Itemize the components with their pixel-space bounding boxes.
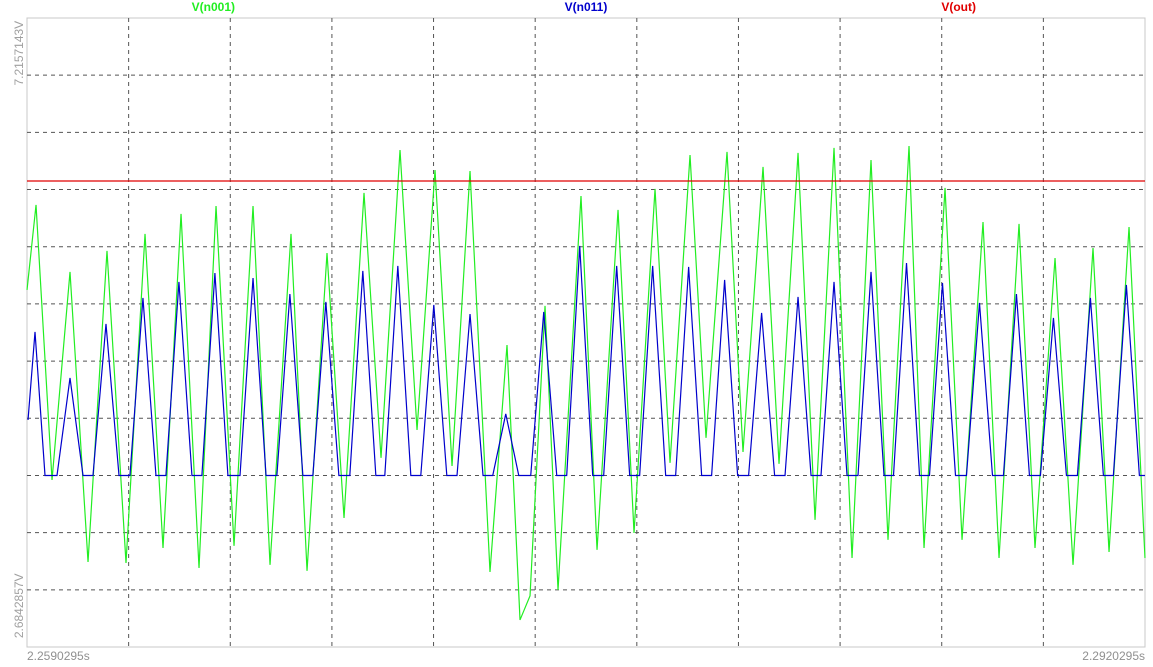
x-tick-label: 2.2920295s <box>1082 649 1145 663</box>
plot-frame <box>26 17 1146 648</box>
legend-label: V(n011) <box>565 0 608 14</box>
x-tick-label: 2.2590295s <box>27 649 90 663</box>
legend-label: V(out) <box>941 0 976 14</box>
series-line <box>27 245 1145 477</box>
y-tick-label: 2.6842857V <box>12 573 26 638</box>
y-tick-label: 7.2157143V <box>12 21 26 86</box>
legend-label: V(n001) <box>192 0 235 14</box>
